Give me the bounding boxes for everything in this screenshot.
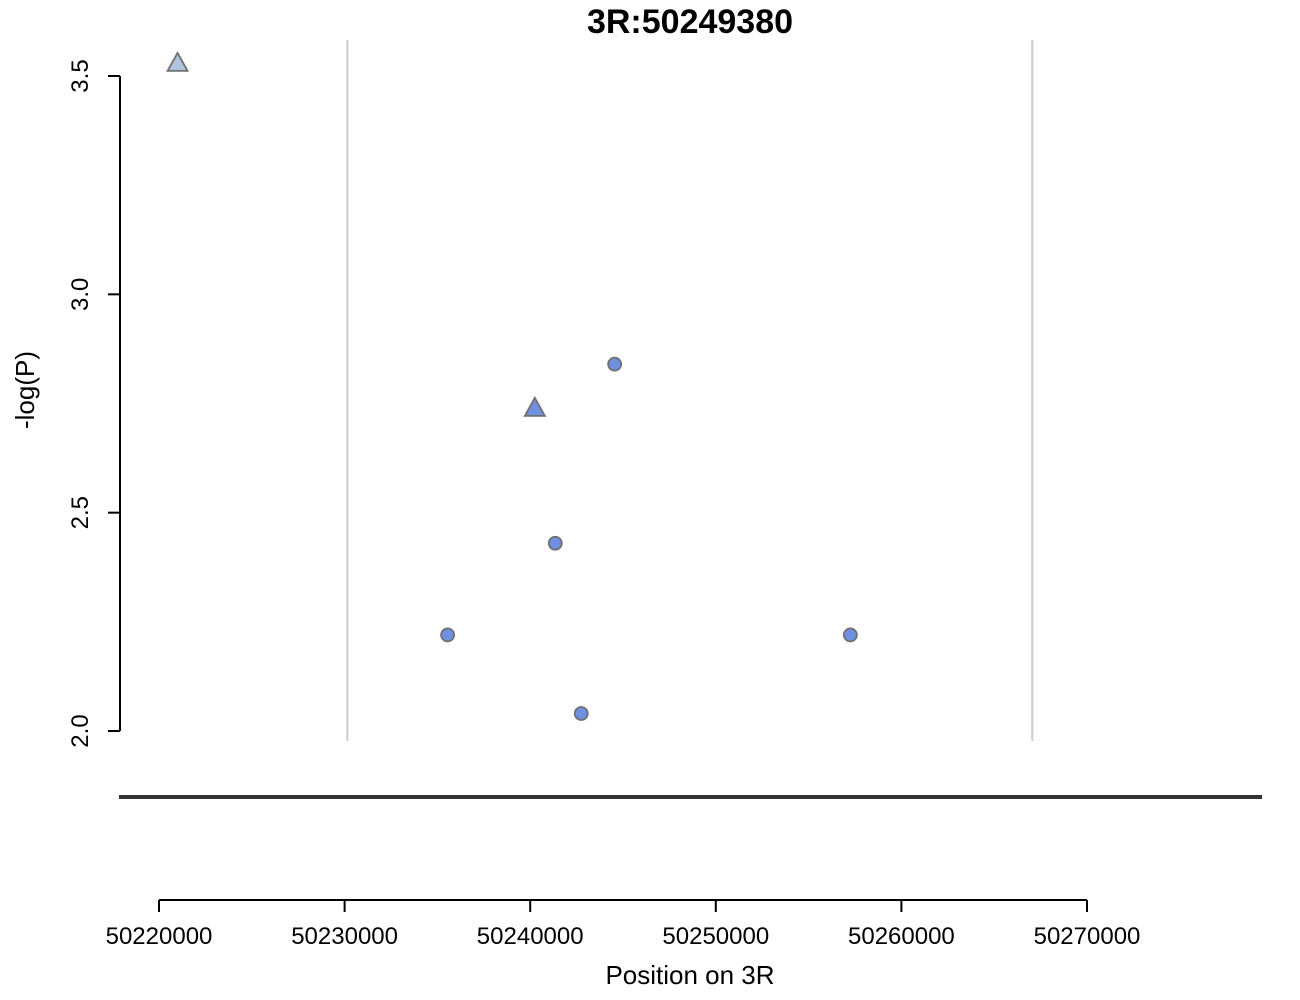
data-point-circle xyxy=(842,627,858,643)
y-tick-label: 3.0 xyxy=(67,278,94,311)
data-point-circle xyxy=(573,706,589,721)
x-tick-label: 50230000 xyxy=(291,923,398,950)
data-point-circle xyxy=(547,535,563,551)
x-tick-label: 50240000 xyxy=(477,923,584,950)
data-points xyxy=(166,51,858,721)
data-point-triangle xyxy=(166,51,190,72)
x-tick-label: 50250000 xyxy=(662,923,769,950)
data-point-circle xyxy=(607,356,623,372)
x-axis-ticks: 50220000 50230000 50240000 50250000 50260000… xyxy=(106,900,1141,950)
chart-title: 3R:50249380 xyxy=(587,3,793,41)
x-tick-label: 50260000 xyxy=(848,923,955,950)
x-tick-label: 50220000 xyxy=(106,923,213,950)
y-axis-label: -log(P) xyxy=(10,351,40,429)
data-point-triangle xyxy=(523,396,547,417)
region-lines xyxy=(346,40,1034,741)
y-tick-label: 3.5 xyxy=(67,59,94,92)
x-tick-label: 50270000 xyxy=(1034,923,1141,950)
x-axis-label: Position on 3R xyxy=(605,960,774,990)
y-tick-label: 2.0 xyxy=(67,714,94,747)
y-axis-ticks: 2.0 2.5 3.0 3.5 xyxy=(67,59,120,748)
y-tick-label: 2.5 xyxy=(67,496,94,529)
data-point-circle xyxy=(440,627,456,643)
